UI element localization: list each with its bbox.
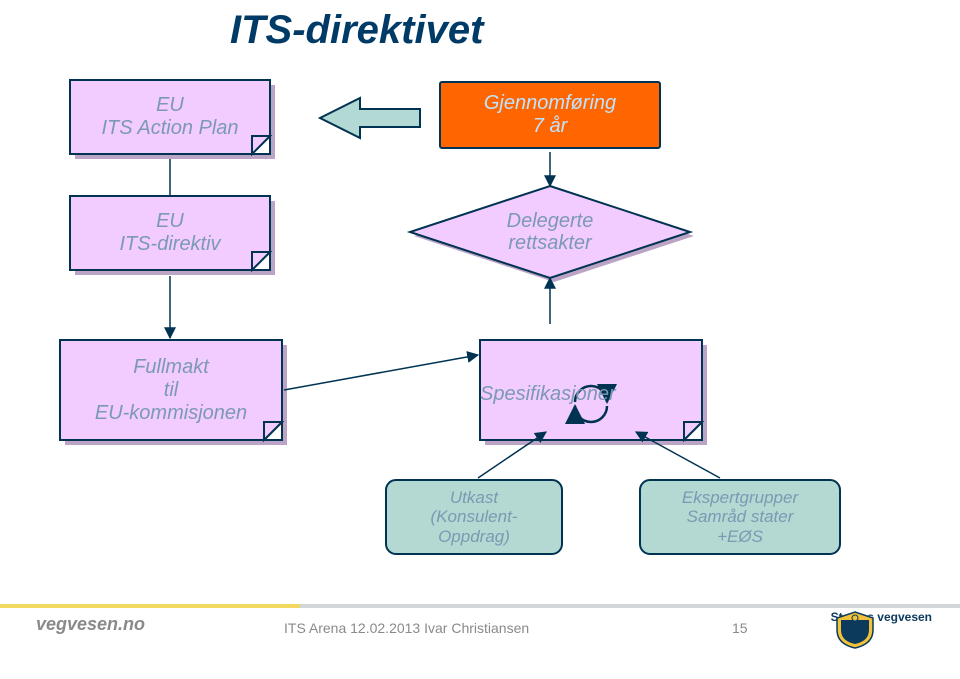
statens-vegvesen-logo: Statens vegvesen (831, 610, 932, 624)
node-its-direktiv: EUITS-direktiv (70, 196, 270, 270)
footer-text: ITS Arena 12.02.2013 Ivar Christiansen (284, 620, 529, 636)
node-ekspertgrupper: EkspertgrupperSamråd stater+EØS (640, 480, 840, 554)
vegvesen-logo-left: vegvesen.no (36, 614, 145, 635)
node-spesifikasjoner: Spesifikasjoner (480, 340, 702, 440)
page-number: 15 (732, 620, 748, 636)
node-fullmakt: FullmakttilEU-kommisjonen (60, 340, 282, 440)
node-action-plan: EUITS Action Plan (70, 80, 270, 154)
node-utkast: Utkast(Konsulent-Oppdrag) (386, 480, 562, 554)
node-gjennomforing: Gjennomføring7 år (440, 82, 660, 148)
node-delegerte: Delegerterettsakter (410, 186, 690, 278)
